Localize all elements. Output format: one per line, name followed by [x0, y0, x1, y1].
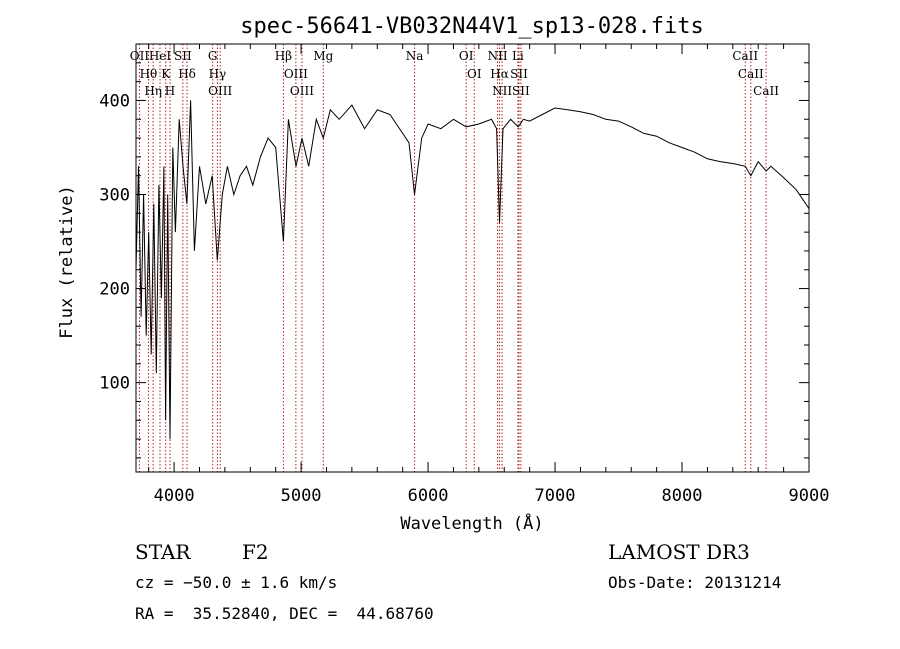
line-label-26: CaII	[753, 84, 779, 98]
line-marker-labels: OII Hθ Hη HeI KH SII Hδ G Hγ OIII Hβ OIII OIII Mg Na OI…	[130, 49, 779, 98]
x-tick-label: 8000	[662, 486, 703, 506]
y-axis-label: Flux (relative)	[57, 185, 77, 339]
line-label-8: G	[208, 49, 218, 63]
line-label-23: SII	[512, 84, 530, 98]
line-label-2: Hη	[144, 84, 162, 98]
y-tick-label: 200	[99, 280, 130, 300]
line-label-11: Hβ	[275, 49, 292, 63]
chart-title: spec-56641-VB032N44V1_sp13-028.fits	[240, 14, 704, 39]
line-label-25: CaII	[738, 67, 764, 81]
line-markers	[138, 44, 767, 472]
line-label-18: NII	[488, 49, 508, 63]
x-tick-label: 7000	[535, 486, 576, 506]
y-axis: 100 200 300 400	[99, 62, 809, 459]
object-subclass: F2	[242, 540, 269, 564]
coordinates: RA = 35.52840, DEC = 44.68760	[135, 604, 434, 623]
x-tick-label: 5000	[281, 486, 322, 506]
line-label-21: Li	[512, 49, 524, 63]
x-tick-label: 4000	[154, 486, 195, 506]
x-tick-label: 6000	[408, 486, 449, 506]
line-label-20: NII	[492, 84, 512, 98]
line-label-0: OII	[130, 49, 150, 63]
y-tick-label: 400	[99, 91, 130, 111]
line-label-3: HeI	[149, 49, 172, 63]
line-label-6: SII	[174, 49, 192, 63]
y-tick-label: 100	[99, 374, 130, 394]
line-label-10: OIII	[208, 84, 232, 98]
line-label-12: OIII	[284, 67, 308, 81]
line-label-1: Hθ	[140, 67, 158, 81]
line-label-19: Hα	[490, 67, 509, 81]
object-class: STAR	[135, 540, 191, 564]
line-label-15: Na	[406, 49, 424, 63]
plot-frame	[135, 43, 810, 473]
line-label-17: OI	[467, 67, 482, 81]
line-label-24: CaII	[732, 49, 758, 63]
line-label-5: H	[165, 84, 175, 98]
line-label-9: Hγ	[209, 67, 227, 81]
line-label-4: K	[161, 67, 171, 81]
x-axis: 4000 5000 6000 7000 8000 9000	[148, 44, 830, 506]
obs-date: Obs-Date: 20131214	[608, 573, 781, 592]
line-label-16: OI	[459, 49, 474, 63]
x-tick-label: 9000	[789, 486, 830, 506]
x-axis-label: Wavelength (Å)	[400, 512, 543, 534]
survey-name: LAMOST DR3	[608, 540, 750, 564]
redshift-text: cz = −50.0 ± 1.6 km/s	[135, 573, 337, 592]
line-label-14: Mg	[313, 49, 333, 63]
line-label-22: SII	[510, 67, 528, 81]
line-label-7: Hδ	[178, 67, 196, 81]
spectrum-series-line	[135, 100, 810, 440]
line-label-13: OIII	[290, 84, 314, 98]
y-tick-label: 300	[99, 186, 130, 206]
